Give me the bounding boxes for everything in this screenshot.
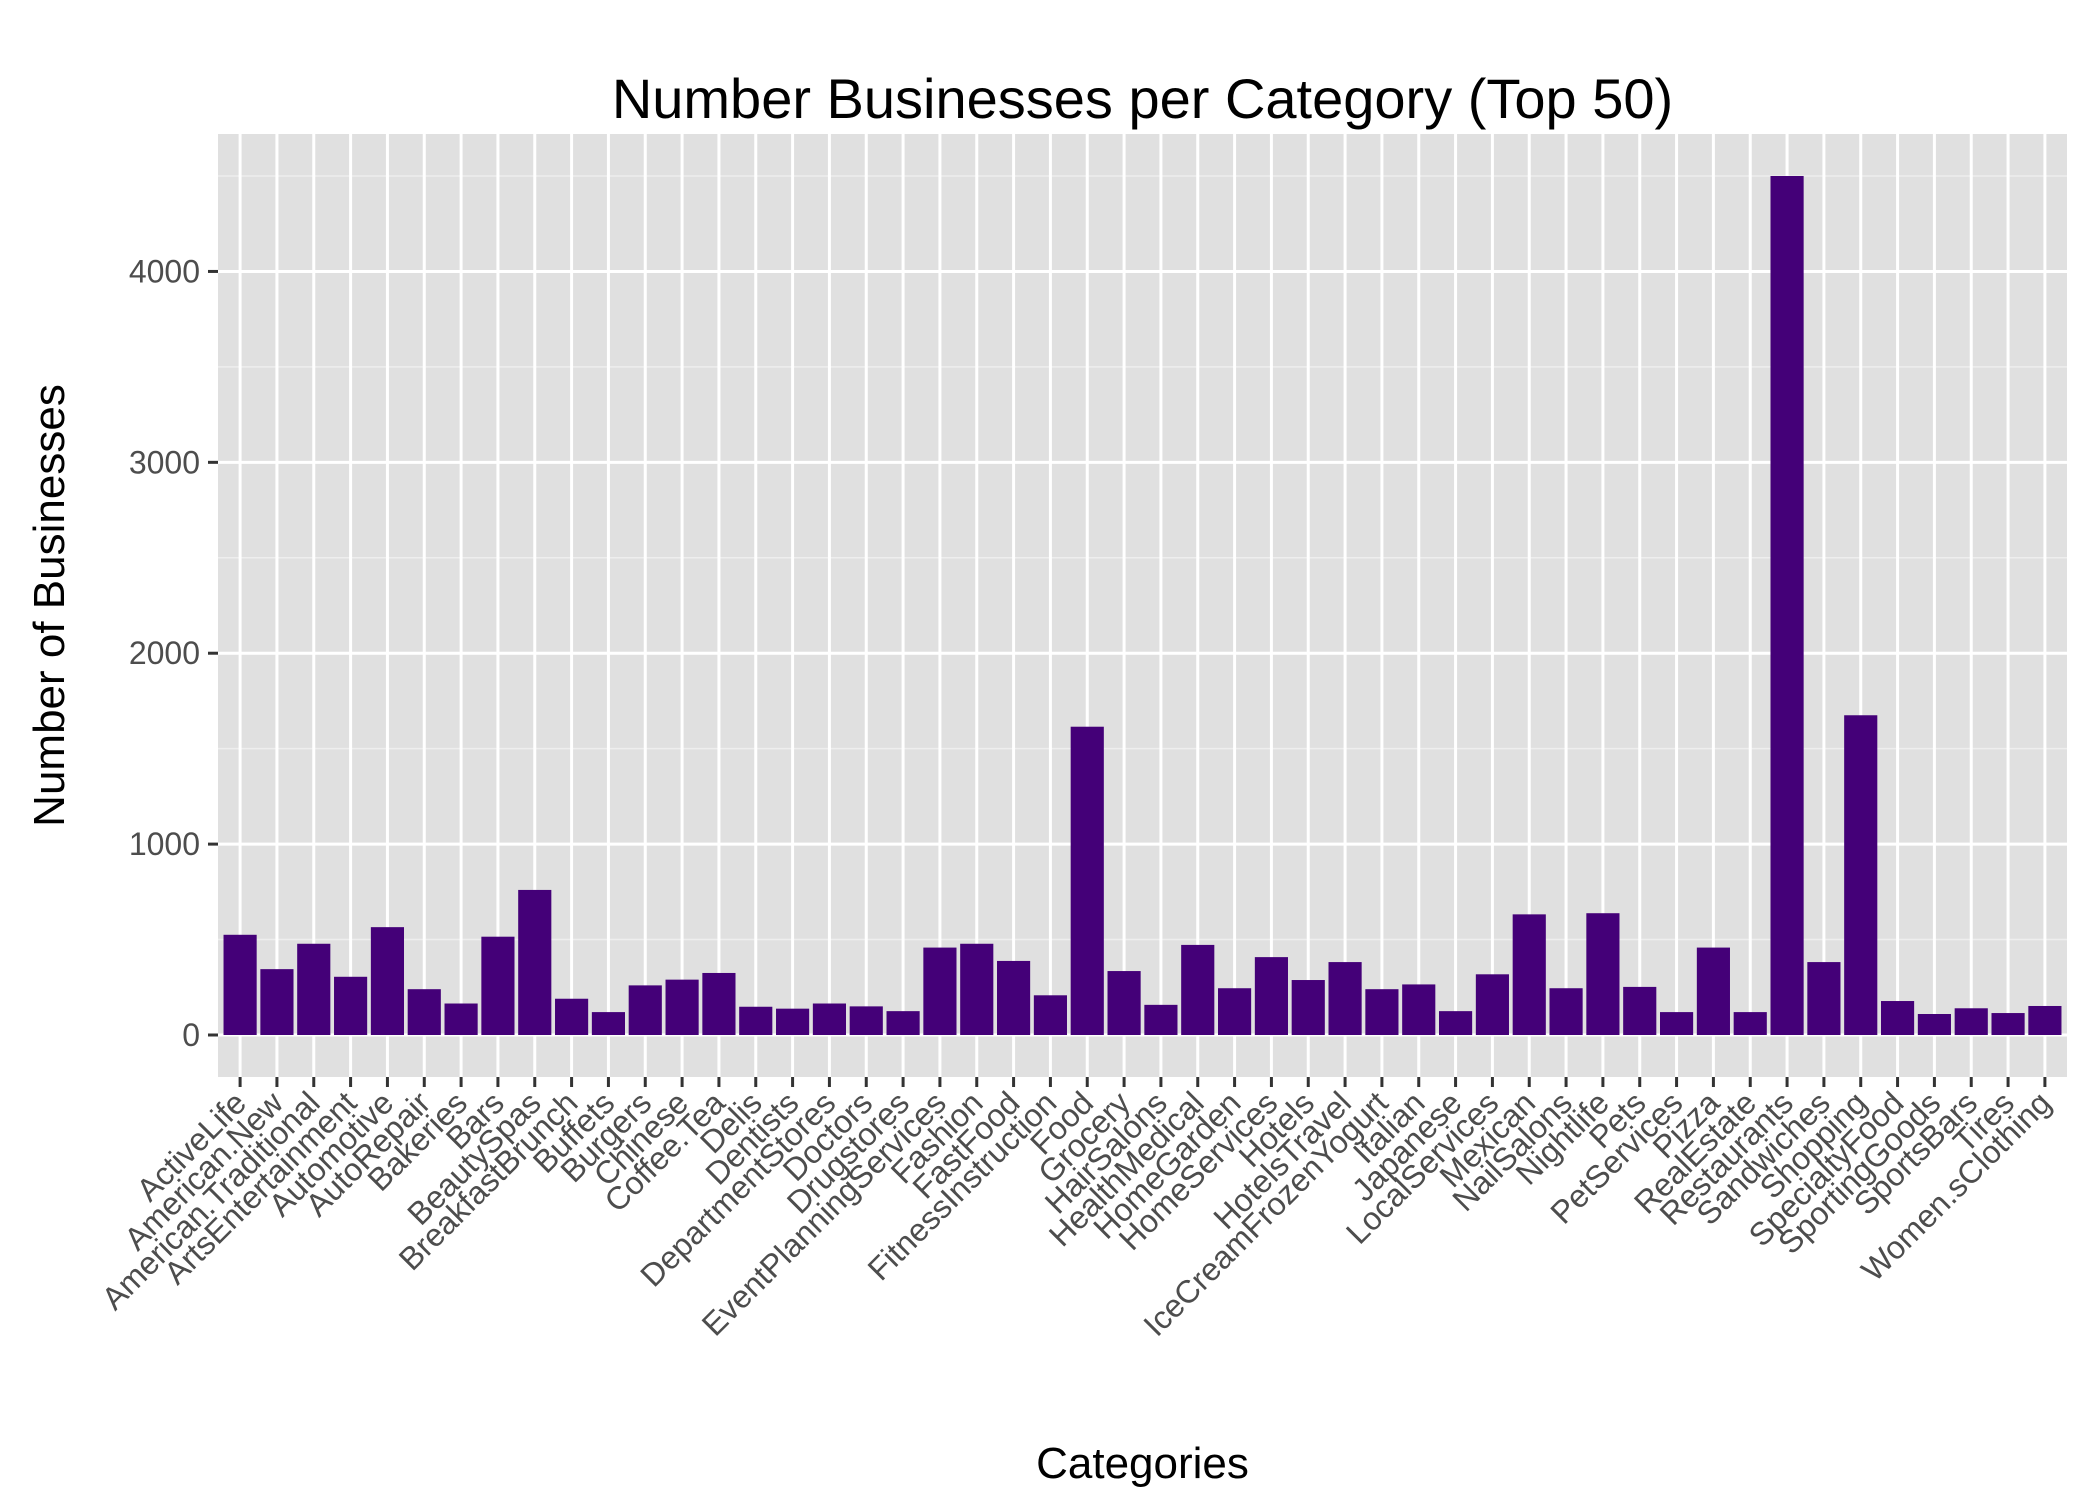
bar-Dentists <box>776 1008 810 1036</box>
bar-AutoRepair <box>407 989 441 1036</box>
bar-HomeServices <box>1254 957 1288 1036</box>
bar-Food <box>1070 726 1104 1036</box>
x-axis: ActiveLifeAmerican.NewAmerican.Tradition… <box>95 1077 2058 1343</box>
bar-American.New <box>260 969 294 1036</box>
bar-Coffee.Tea <box>702 972 736 1036</box>
y-axis-title: Number of Businesses <box>25 384 74 827</box>
bar-Pets <box>1623 986 1657 1036</box>
bar-HotelsTravel <box>1328 962 1362 1036</box>
bar-HomeGarden <box>1218 988 1252 1036</box>
bar-IceCreamFrozenYogurt <box>1365 989 1399 1036</box>
bar-EventPlanningServices <box>923 947 957 1036</box>
bar-HealthMedical <box>1181 944 1215 1036</box>
bar-SportingGoods <box>1917 1014 1951 1036</box>
bar-SportsBars <box>1954 1008 1988 1036</box>
bar-Tires <box>1991 1013 2025 1036</box>
bar-RealEstate <box>1733 1012 1767 1036</box>
bar-American.Traditional <box>297 943 331 1036</box>
y-axis: 0 1000 2000 3000 4000 <box>129 253 218 1053</box>
bar-Bars <box>481 936 515 1036</box>
bar-ActiveLife <box>223 934 257 1036</box>
bar-LocalServices <box>1475 974 1509 1036</box>
bar-Bakeries <box>444 1003 478 1036</box>
bar-ArtsEntertainment <box>334 976 368 1036</box>
bar-DepartmentStores <box>812 1003 846 1036</box>
bar-Doctors <box>849 1006 883 1036</box>
chart-title: Number Businesses per Category (Top 50) <box>612 67 1673 130</box>
y-tick-label: 3000 <box>129 444 200 480</box>
bar-Fashion <box>960 943 994 1036</box>
bar-Women.sClothing <box>2028 1005 2062 1036</box>
bar-Hotels <box>1291 980 1325 1036</box>
bar-FitnessInstruction <box>1033 995 1067 1036</box>
bar-Japanese <box>1439 1011 1473 1036</box>
bar-Restaurants <box>1770 175 1804 1036</box>
bar-SpecialtyFood <box>1880 1001 1915 1036</box>
bar-Grocery <box>1107 971 1141 1036</box>
bar-Automotive <box>370 927 405 1036</box>
bar-FastFood <box>997 960 1031 1036</box>
bar-Shopping <box>1844 715 1878 1036</box>
x-axis-title: Categories <box>1036 1439 1249 1488</box>
bar-Pizza <box>1696 947 1730 1036</box>
y-tick-label: 1000 <box>129 826 200 862</box>
bar-Chinese <box>665 979 699 1036</box>
bar-HairSalons <box>1144 1004 1178 1036</box>
y-tick-label: 2000 <box>129 635 200 671</box>
bar-BreakfastBrunch <box>555 998 589 1036</box>
bar-Burgers <box>628 985 662 1036</box>
bar-Sandwiches <box>1807 962 1841 1036</box>
bar-Buffets <box>591 1012 626 1036</box>
bar-PetServices <box>1659 1012 1694 1036</box>
bar-Nightlife <box>1586 913 1620 1036</box>
bar-Italian <box>1402 984 1436 1036</box>
grid-lines <box>218 134 2067 1077</box>
bar-BeautySpas <box>518 889 552 1036</box>
bar-Drugstores <box>886 1011 920 1036</box>
bar-Mexican <box>1512 914 1546 1036</box>
bar-Delis <box>739 1006 773 1036</box>
bars <box>223 175 2062 1036</box>
y-tick-label: 4000 <box>129 253 200 289</box>
y-tick-label: 0 <box>182 1017 200 1053</box>
bar-NailSalons <box>1549 988 1583 1036</box>
